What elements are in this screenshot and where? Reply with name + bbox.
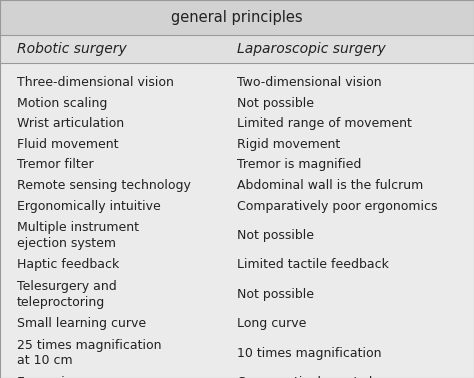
Text: Not possible: Not possible	[237, 229, 314, 242]
Text: Three-dimensional vision: Three-dimensional vision	[17, 76, 173, 89]
Text: 25 times magnification
at 10 cm: 25 times magnification at 10 cm	[17, 339, 161, 367]
Text: Fluid movement: Fluid movement	[17, 138, 118, 151]
Text: Motion scaling: Motion scaling	[17, 96, 107, 110]
Text: Expensive: Expensive	[17, 376, 81, 378]
Text: Two-dimensional vision: Two-dimensional vision	[237, 76, 382, 89]
Text: Limited range of movement: Limited range of movement	[237, 117, 412, 130]
Text: Comparatively poor ergonomics: Comparatively poor ergonomics	[237, 200, 438, 213]
Text: Tremor is magnified: Tremor is magnified	[237, 158, 361, 172]
Text: Abdominal wall is the fulcrum: Abdominal wall is the fulcrum	[237, 179, 423, 192]
Bar	[0, 63, 474, 378]
Text: 10 times magnification: 10 times magnification	[237, 347, 382, 359]
Text: Laparoscopic surgery: Laparoscopic surgery	[237, 42, 386, 56]
Text: Not possible: Not possible	[237, 288, 314, 301]
Text: Long curve: Long curve	[237, 317, 306, 330]
Text: Not possible: Not possible	[237, 96, 314, 110]
Text: Tremor filter: Tremor filter	[17, 158, 93, 172]
Text: Limited tactile feedback: Limited tactile feedback	[237, 259, 389, 271]
Text: Wrist articulation: Wrist articulation	[17, 117, 124, 130]
Text: Ergonomically intuitive: Ergonomically intuitive	[17, 200, 160, 213]
Text: Remote sensing technology: Remote sensing technology	[17, 179, 191, 192]
Text: Comparatively costs less: Comparatively costs less	[237, 376, 393, 378]
Text: Robotic surgery: Robotic surgery	[17, 42, 127, 56]
Text: general principles: general principles	[171, 10, 303, 25]
Text: Multiple instrument
ejection system: Multiple instrument ejection system	[17, 222, 138, 250]
Text: Small learning curve: Small learning curve	[17, 317, 146, 330]
Text: Haptic feedback: Haptic feedback	[17, 259, 119, 271]
Text: Telesurgery and
teleproctoring: Telesurgery and teleproctoring	[17, 280, 116, 308]
Bar	[0, 35, 474, 63]
Text: Rigid movement: Rigid movement	[237, 138, 340, 151]
Bar	[0, 0, 474, 35]
